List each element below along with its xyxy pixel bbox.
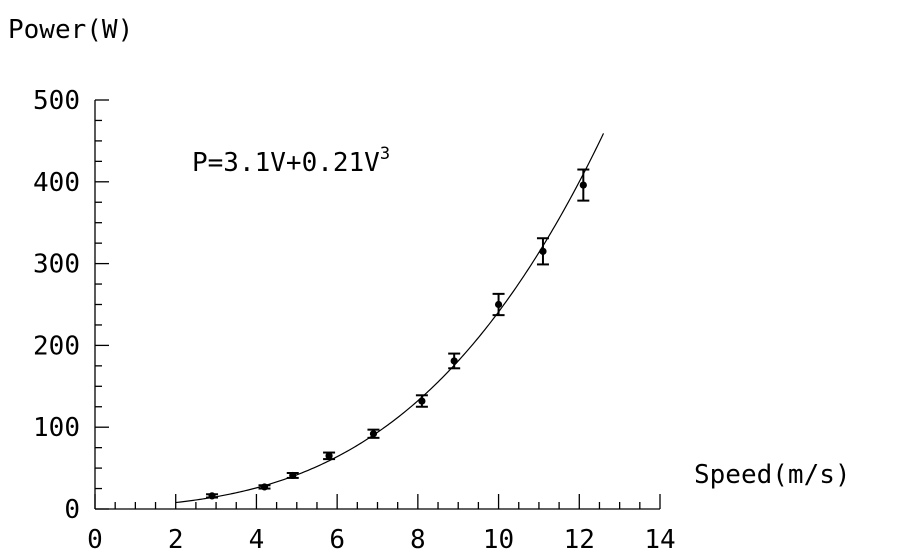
data-point-group: [286, 471, 299, 480]
data-point: [260, 483, 269, 491]
fit-curve: [175, 133, 605, 504]
fit-equation: P=3.1V+0.21V3: [192, 144, 390, 178]
data-point-group: [492, 292, 505, 317]
y-tick-label: 100: [33, 413, 80, 443]
y-tick-label: 0: [64, 495, 80, 525]
fit-equation-main: P=3.1V+0.21V: [192, 148, 380, 178]
data-point-group: [206, 492, 219, 500]
data-point: [579, 181, 587, 189]
x-tick-label: 0: [87, 525, 103, 555]
fit-equation-exponent: 3: [380, 144, 390, 164]
y-axis-label: Power(W): [8, 15, 133, 45]
y-tick-label: 500: [33, 86, 80, 116]
data-point: [289, 471, 297, 480]
x-tick-label: 10: [483, 525, 514, 555]
data-point-group: [258, 483, 271, 491]
x-tick-label: 12: [564, 525, 595, 555]
data-point-group: [415, 394, 428, 408]
data-point: [325, 452, 333, 460]
x-tick-label: 2: [168, 525, 184, 555]
y-tick-label: 200: [33, 331, 80, 361]
data-point: [208, 492, 216, 500]
fit-curve-group: [175, 133, 605, 504]
y-tick-label: 400: [33, 168, 80, 198]
data-point: [418, 397, 426, 405]
y-tick-label: 300: [33, 250, 80, 280]
x-tick-label: 8: [410, 525, 426, 555]
data-point: [450, 357, 458, 365]
axes: 0 2 4 6 8 10 12 14 0 100 200 300 400 500: [33, 86, 676, 555]
x-tick-label: 4: [249, 525, 265, 555]
x-tick-label: 14: [644, 525, 675, 555]
data-point: [369, 430, 378, 438]
x-tick-label: 6: [329, 525, 345, 555]
data-point: [494, 300, 503, 309]
data-point-group: [323, 451, 336, 461]
data-points: [206, 168, 590, 500]
data-point-group: [577, 168, 590, 202]
data-point-group: [448, 352, 461, 370]
x-axis-label: Speed(m/s): [694, 460, 851, 490]
data-point-group: [367, 428, 380, 439]
data-point-group: [536, 237, 549, 266]
data-point: [539, 247, 547, 255]
